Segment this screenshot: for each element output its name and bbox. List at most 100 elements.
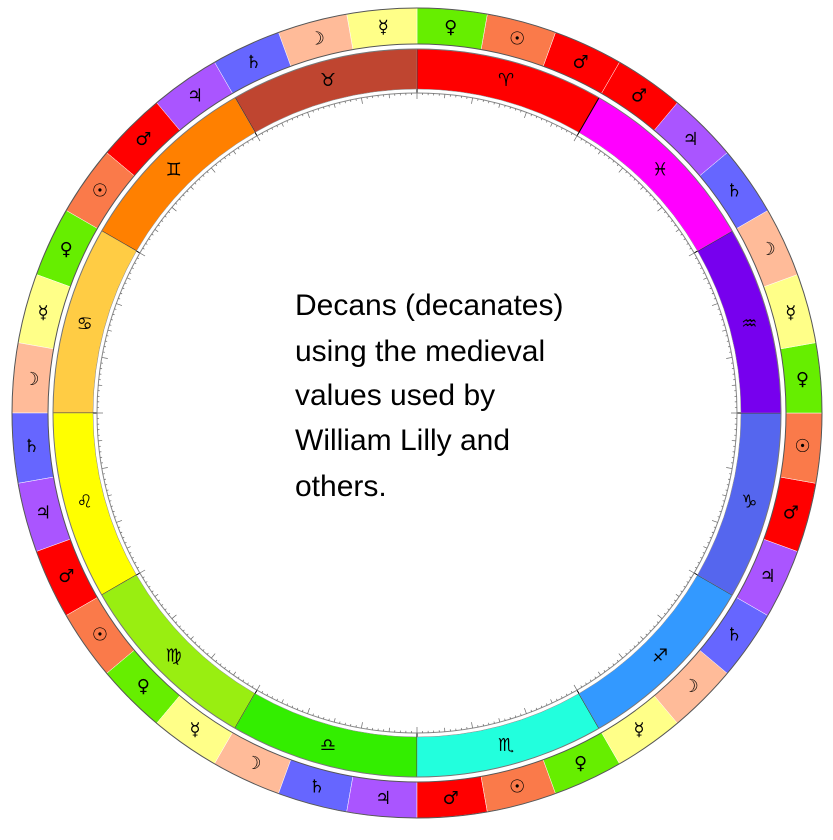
decan-glyph: ♃ [375,788,391,809]
degree-tick [640,636,644,640]
sign-glyph: ♏ [498,735,514,756]
degree-tick [702,552,705,554]
degree-tick [271,696,273,699]
degree-tick [561,127,563,130]
decan-glyph: ♃ [683,129,699,150]
degree-tick [694,566,698,569]
decan-glyph: ☿ [38,302,49,323]
degree-tick [202,174,205,177]
degree-tick [126,277,131,280]
degree-tick [721,505,724,507]
degree-tick [175,202,178,205]
note-line: Decans (decanates) [295,289,563,322]
degree-tick [700,267,703,269]
degree-tick [131,267,134,269]
outer-border [11,7,823,819]
degree-tick [633,178,636,181]
degree-tick [580,685,583,688]
decan-glyph: ☽ [23,369,39,390]
degree-tick [580,138,583,141]
degree-tick [625,652,628,655]
degree-tick [514,108,517,111]
degree-tick [215,164,218,167]
degree-tick [211,653,216,659]
note-line: using the medieval [295,335,545,368]
degree-tick [194,641,197,644]
degree-tick [722,329,727,332]
degree-tick [520,713,522,716]
degree-tick [122,287,125,290]
degree-tick [711,531,714,534]
degree-tick [702,272,705,274]
sign-glyph: ♓ [652,159,668,180]
degree-tick [709,287,712,290]
degree-tick [317,715,320,718]
decan-glyph: ♄ [726,624,742,645]
degree-tick [307,112,310,119]
decan-glyph: ☽ [760,239,776,260]
sign-glyph: ♒ [741,313,757,334]
degree-tick [649,629,652,632]
degree-tick [514,715,517,718]
decan-glyph: ☿ [378,17,389,38]
degree-tick [361,722,363,729]
degree-tick [722,500,725,502]
degree-tick [129,552,132,554]
degree-tick [251,138,254,141]
degree-tick [625,171,628,174]
degree-tick [190,186,194,190]
degree-tick [711,292,714,295]
degree-tick [139,569,146,574]
degree-tick [653,625,656,628]
degree-tick [550,122,553,127]
decan-glyph: ☿ [785,302,796,323]
degree-tick [136,566,140,569]
degree-tick [504,718,506,721]
degree-tick [612,663,615,666]
decan-glyph: ♄ [309,776,325,797]
degree-tick [202,649,205,652]
degree-tick [164,608,167,611]
degree-tick [565,130,568,133]
degree-tick [307,707,310,714]
degree-tick [618,653,623,659]
degree-tick [585,141,587,144]
degree-tick [713,526,716,529]
sign-glyph: ♎ [320,735,336,756]
degree-tick [271,127,273,130]
degree-tick [616,659,619,662]
degree-tick [124,282,127,284]
degree-tick [276,698,278,701]
degree-tick [556,698,558,701]
tick-ring [97,93,737,733]
decan-glyph: ♂ [783,503,799,524]
degree-tick [136,257,140,260]
degree-tick [535,707,538,710]
degree-tick [101,357,108,359]
degree-tick [629,649,632,652]
degree-tick [328,105,330,108]
degree-tick [206,171,209,174]
degree-tick [228,670,231,673]
degree-tick [211,167,216,173]
decan-glyph: ♀ [60,239,73,260]
degree-tick [663,612,666,615]
degree-tick [312,713,314,716]
degree-tick [707,282,710,284]
degree-tick [296,116,299,119]
degree-tick [603,153,606,156]
degree-tick [509,106,511,109]
sign-glyph: ♌ [77,492,93,513]
note-line: William Lilly and [295,424,510,457]
degree-tick [680,233,683,236]
degree-tick [148,585,151,588]
degree-tick [683,238,686,241]
degree-tick [116,303,123,306]
degree-tick [198,178,201,181]
degree-tick [296,707,299,710]
degree-tick [112,510,115,513]
degree-tick [680,590,683,593]
degree-tick [629,174,632,177]
degree-tick [148,238,151,241]
decan-glyph: ♃ [760,566,776,587]
